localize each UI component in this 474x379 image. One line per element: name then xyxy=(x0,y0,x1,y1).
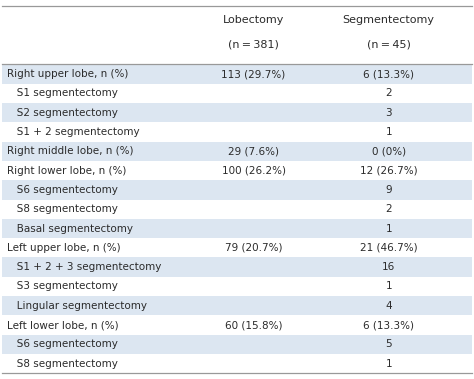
Text: Right lower lobe, n (%): Right lower lobe, n (%) xyxy=(7,166,127,175)
Text: 79 (20.7%): 79 (20.7%) xyxy=(225,243,283,253)
Text: 0 (0%): 0 (0%) xyxy=(372,146,406,156)
Text: S3 segmentectomy: S3 segmentectomy xyxy=(7,282,118,291)
Text: 100 (26.2%): 100 (26.2%) xyxy=(221,166,286,175)
Bar xyxy=(2,103,472,122)
Text: S2 segmentectomy: S2 segmentectomy xyxy=(7,108,118,118)
Text: Left lower lobe, n (%): Left lower lobe, n (%) xyxy=(7,320,118,330)
Text: 2: 2 xyxy=(385,204,392,214)
Text: 113 (29.7%): 113 (29.7%) xyxy=(221,69,286,79)
Text: 9: 9 xyxy=(385,185,392,195)
Bar xyxy=(2,335,472,354)
Text: Left upper lobe, n (%): Left upper lobe, n (%) xyxy=(7,243,121,253)
Text: (n = 45): (n = 45) xyxy=(367,40,410,50)
Bar xyxy=(2,180,472,200)
Text: S1 segmentectomy: S1 segmentectomy xyxy=(7,88,118,99)
Bar xyxy=(2,257,472,277)
Text: Segmentectomy: Segmentectomy xyxy=(343,15,435,25)
Text: 1: 1 xyxy=(385,127,392,137)
Text: 6 (13.3%): 6 (13.3%) xyxy=(363,69,414,79)
Text: S1 + 2 segmentectomy: S1 + 2 segmentectomy xyxy=(7,127,140,137)
Text: (n = 381): (n = 381) xyxy=(228,40,279,50)
Bar xyxy=(2,64,472,84)
Text: 5: 5 xyxy=(385,339,392,349)
Text: 2: 2 xyxy=(385,88,392,99)
Text: S6 segmentectomy: S6 segmentectomy xyxy=(7,185,118,195)
Text: Right upper lobe, n (%): Right upper lobe, n (%) xyxy=(7,69,128,79)
Text: 4: 4 xyxy=(385,301,392,311)
Text: Lingular segmentectomy: Lingular segmentectomy xyxy=(7,301,147,311)
Text: 1: 1 xyxy=(385,282,392,291)
Text: Lobectomy: Lobectomy xyxy=(223,15,284,25)
Bar xyxy=(2,142,472,161)
Text: 1: 1 xyxy=(385,224,392,233)
Bar xyxy=(2,296,472,315)
Text: 6 (13.3%): 6 (13.3%) xyxy=(363,320,414,330)
Text: 21 (46.7%): 21 (46.7%) xyxy=(360,243,418,253)
Text: 16: 16 xyxy=(382,262,395,272)
Text: S1 + 2 + 3 segmentectomy: S1 + 2 + 3 segmentectomy xyxy=(7,262,162,272)
Text: 12 (26.7%): 12 (26.7%) xyxy=(360,166,418,175)
Text: 29 (7.6%): 29 (7.6%) xyxy=(228,146,279,156)
Text: Basal segmentectomy: Basal segmentectomy xyxy=(7,224,133,233)
Text: Right middle lobe, n (%): Right middle lobe, n (%) xyxy=(7,146,134,156)
Text: 1: 1 xyxy=(385,359,392,369)
Text: 3: 3 xyxy=(385,108,392,118)
Text: S8 segmentectomy: S8 segmentectomy xyxy=(7,359,118,369)
Text: S6 segmentectomy: S6 segmentectomy xyxy=(7,339,118,349)
Bar xyxy=(2,219,472,238)
Text: S8 segmentectomy: S8 segmentectomy xyxy=(7,204,118,214)
Text: 60 (15.8%): 60 (15.8%) xyxy=(225,320,283,330)
